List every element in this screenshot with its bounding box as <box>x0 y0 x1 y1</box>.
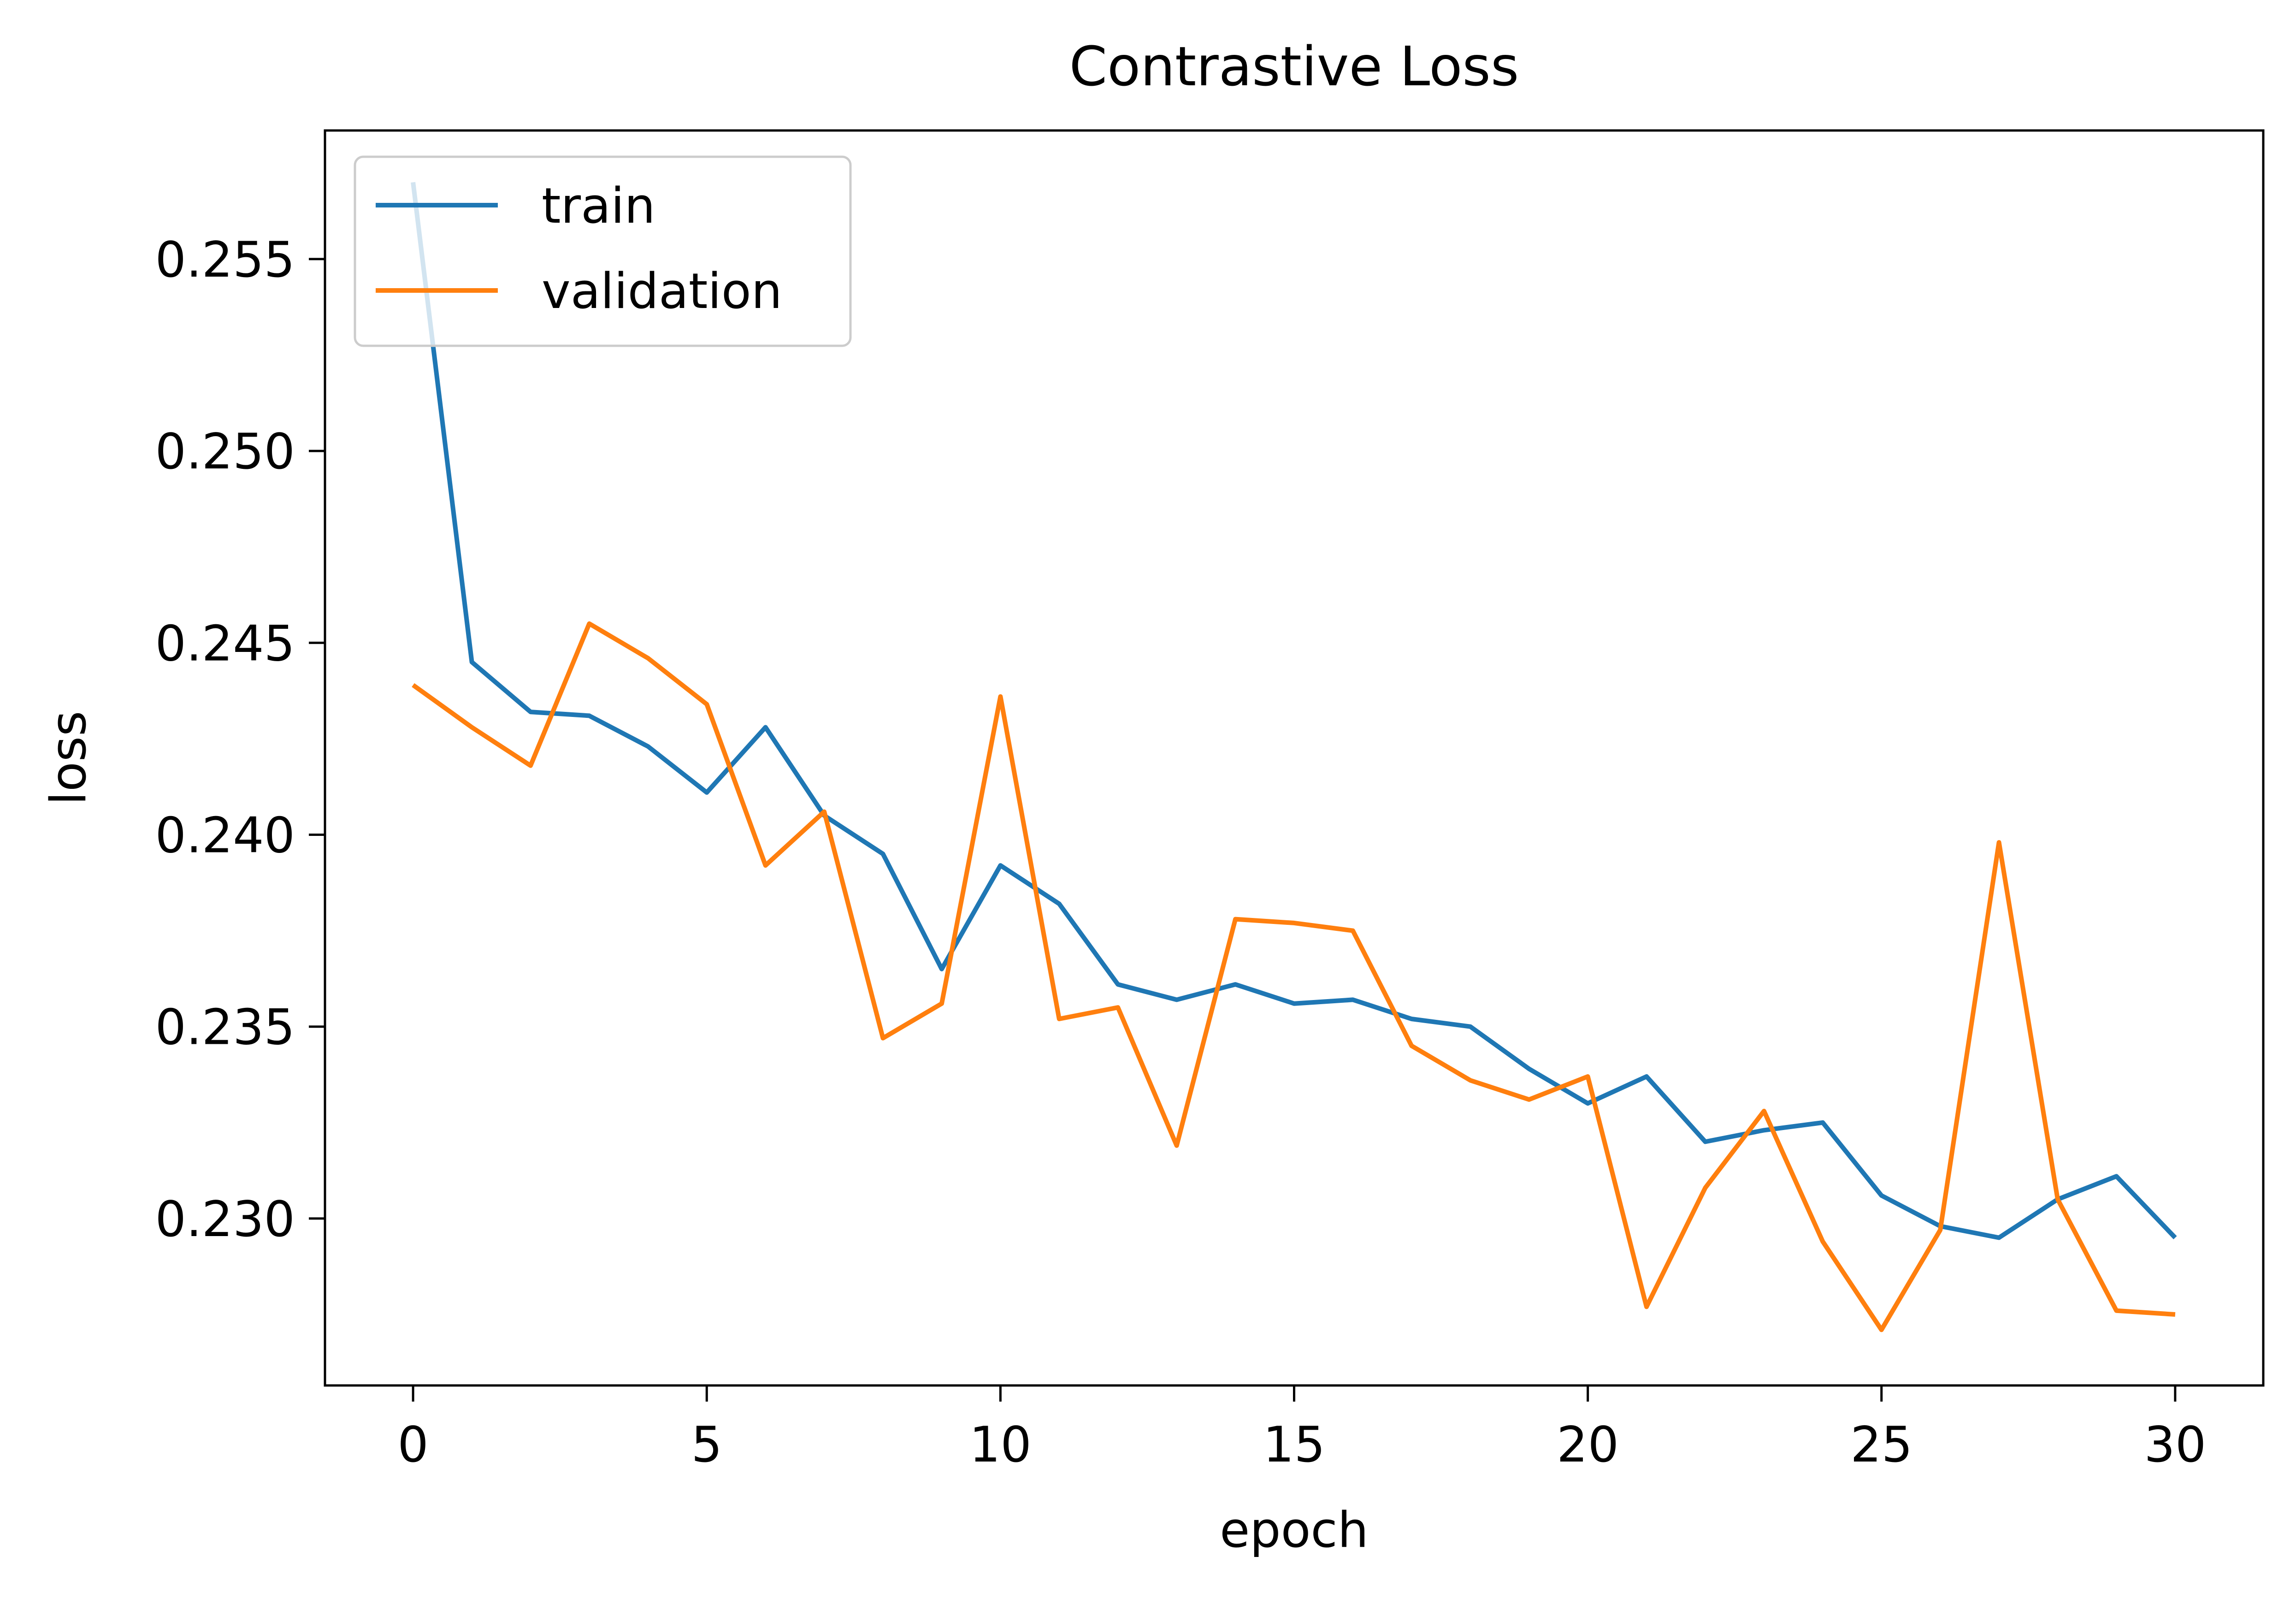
x-tick-label: 15 <box>1263 1416 1325 1473</box>
y-tick-label: 0.255 <box>155 231 295 288</box>
x-axis: 0 5 10 15 20 25 30 <box>397 1385 2206 1473</box>
y-tick-label: 0.240 <box>155 807 295 864</box>
y-tick-label: 0.250 <box>155 423 295 480</box>
x-tick-label: 25 <box>1850 1416 1912 1473</box>
legend: train validation <box>354 155 852 347</box>
series-line-train <box>411 182 2177 1240</box>
y-axis: 0.230 0.235 0.240 0.245 0.250 0.255 <box>155 231 325 1248</box>
x-tick-label: 10 <box>969 1416 1032 1473</box>
x-axis-label: epoch <box>1220 1502 1369 1558</box>
x-tick-label: 30 <box>2144 1416 2206 1473</box>
y-tick-label: 0.235 <box>155 999 295 1056</box>
x-tick-label: 20 <box>1557 1416 1619 1473</box>
y-tick-label: 0.230 <box>155 1191 295 1248</box>
y-tick-label: 0.245 <box>155 615 295 672</box>
legend-label-validation: validation <box>542 263 782 320</box>
x-tick-label: 0 <box>397 1416 428 1473</box>
plot-area <box>411 182 2177 1332</box>
y-axis-label: loss <box>40 711 97 805</box>
plot-frame <box>324 129 2265 1387</box>
legend-label-train: train <box>542 178 655 234</box>
chart-title: Contrastive Loss <box>1069 35 1519 98</box>
x-tick-label: 5 <box>691 1416 722 1473</box>
series-line-validation <box>412 621 2176 1332</box>
